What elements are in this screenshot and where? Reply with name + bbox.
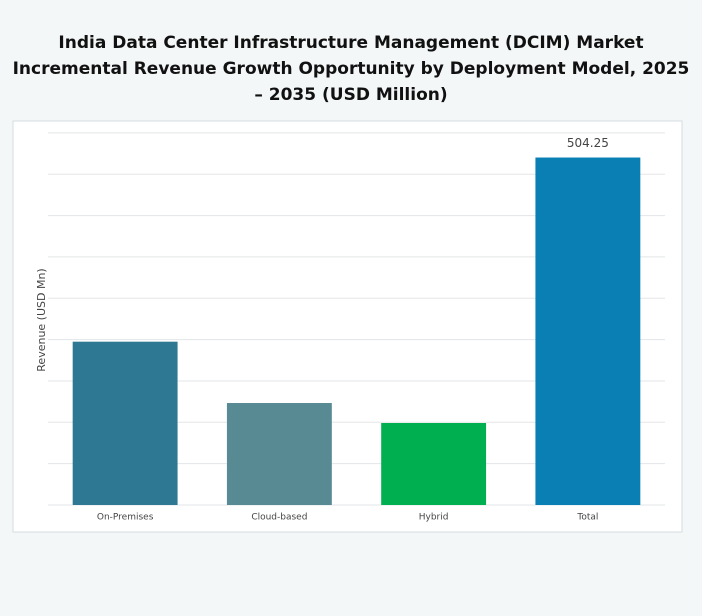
x-tick-label: Total [576,513,598,523]
bar [226,403,332,505]
x-tick-label: Hybrid [419,513,449,523]
x-tick-label: On-Premises [97,513,154,523]
y-axis-label: Revenue (USD Mn) [35,268,48,371]
bar [535,157,641,505]
data-label: 504.25 [567,136,609,150]
bar [72,341,178,505]
bar [381,422,487,505]
x-tick-label: Cloud-based [251,513,307,523]
chart-title: India Data Center Infrastructure Managem… [12,33,690,105]
